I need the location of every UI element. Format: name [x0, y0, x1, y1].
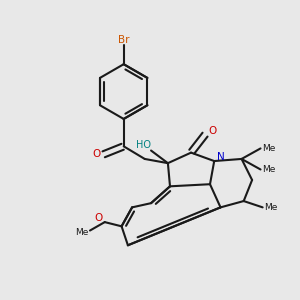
Text: Me: Me [262, 165, 276, 174]
Text: O: O [94, 213, 103, 223]
Text: O: O [208, 125, 216, 136]
Text: Me: Me [264, 203, 278, 212]
Text: Me: Me [262, 144, 276, 153]
Text: HO: HO [136, 140, 151, 150]
Text: N: N [217, 152, 224, 162]
Text: O: O [92, 149, 100, 159]
Text: Br: Br [118, 35, 129, 45]
Text: Me: Me [75, 228, 88, 237]
